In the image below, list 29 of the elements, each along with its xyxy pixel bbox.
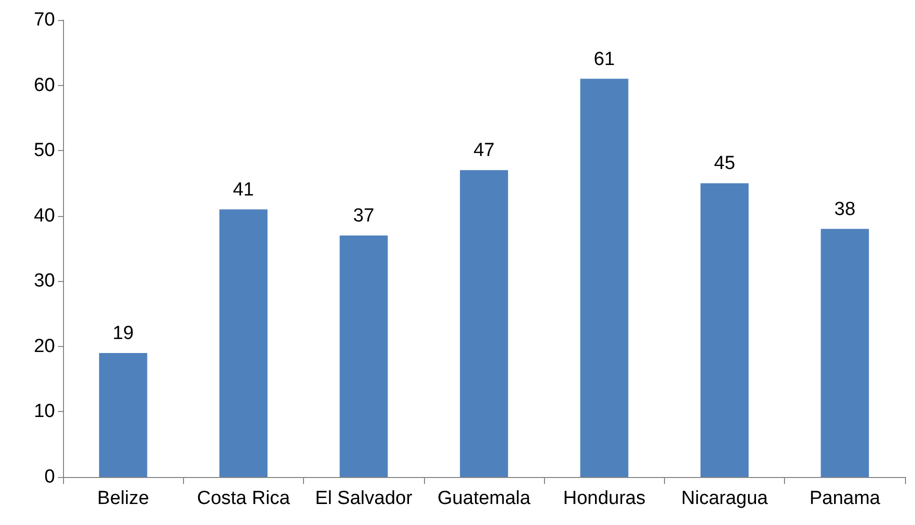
bar xyxy=(820,228,869,477)
data-label: 45 xyxy=(714,153,736,174)
data-label: 47 xyxy=(473,140,495,162)
data-label: 37 xyxy=(353,205,374,226)
data-label: 19 xyxy=(112,322,134,344)
x-tick-label: Panama xyxy=(809,488,881,509)
y-tick-label: 20 xyxy=(34,336,55,357)
bar xyxy=(700,183,749,477)
data-label: 61 xyxy=(594,48,615,70)
y-tick-label: 0 xyxy=(44,466,55,488)
y-tick-label: 40 xyxy=(34,205,55,226)
data-label: 38 xyxy=(834,198,856,220)
y-tick-label: 10 xyxy=(34,401,55,422)
bar xyxy=(460,170,508,477)
y-tick-label: 60 xyxy=(34,74,55,96)
y-tick-label: 70 xyxy=(34,10,55,30)
bar xyxy=(219,209,268,477)
y-tick-label: 30 xyxy=(34,270,55,292)
bar xyxy=(340,235,388,477)
x-tick-label: El Salvador xyxy=(315,488,413,509)
y-tick-label: 50 xyxy=(34,140,55,162)
x-tick-label: Costa Rica xyxy=(196,488,290,509)
data-label: 41 xyxy=(232,179,254,200)
bar xyxy=(99,352,148,477)
x-tick-label: Belize xyxy=(97,488,150,509)
x-tick-label: Guatemala xyxy=(438,488,531,509)
bar xyxy=(580,78,628,477)
x-tick-label: Nicaragua xyxy=(681,488,768,509)
x-tick-label: Honduras xyxy=(563,488,646,509)
